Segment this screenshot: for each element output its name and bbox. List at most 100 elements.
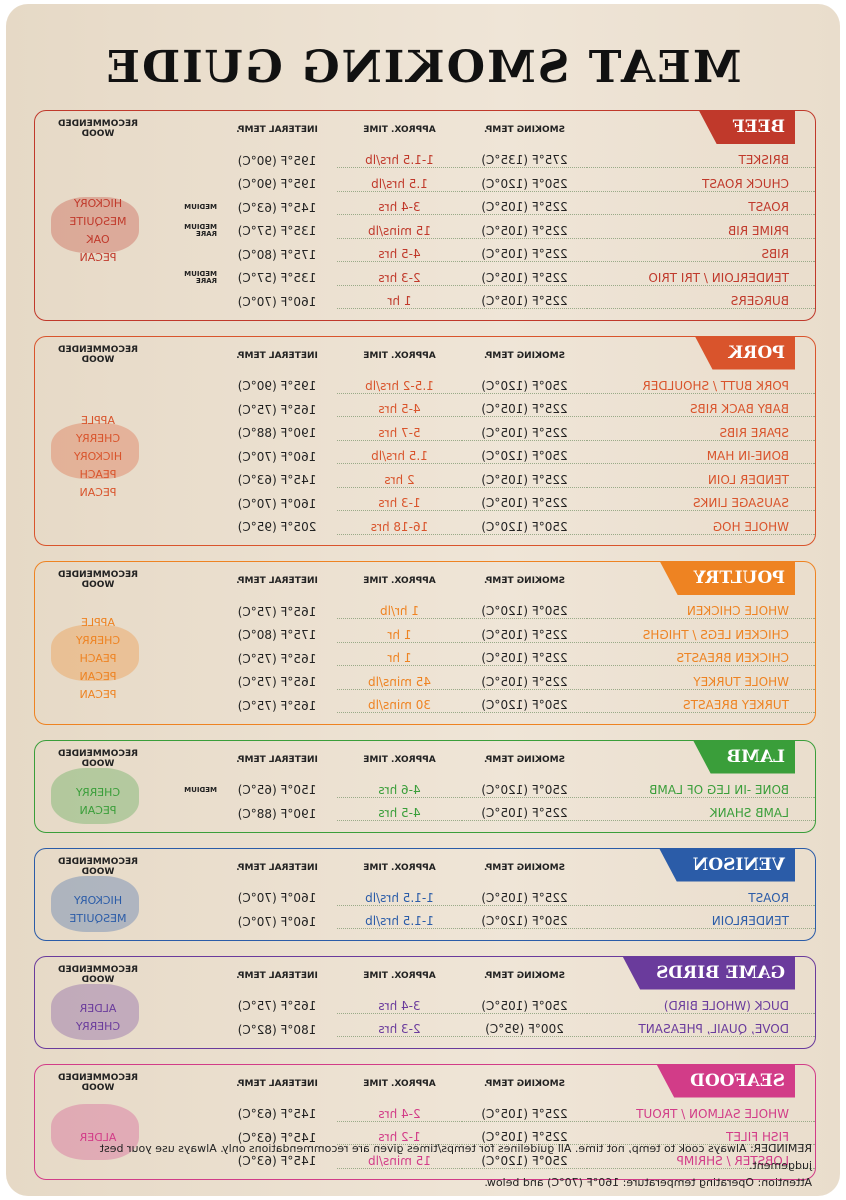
title: MEAT SMOKING GUIDE [104, 42, 742, 93]
smoking-temp: 250°F (120°C) [462, 449, 587, 465]
wood-name: CHERRY [75, 786, 121, 799]
smoking-temp: 225°F (105°C) [462, 247, 587, 263]
smoking-temp: 225°F (105°C) [462, 674, 587, 690]
wood-name: PECAN [79, 485, 117, 499]
header-internal: INETERAL TEMP. [236, 970, 318, 981]
wood-list: APPLE CHERRY HICKORY PEACH PECAN [41, 375, 155, 540]
header-smoke: SMOKING TEMP. [483, 576, 566, 586]
approx-time: 1-1.5 hrs/lb [337, 153, 462, 169]
section: POULTRY SMOKING TEMP. APPROX. TIME INETERAL… [34, 561, 816, 725]
approx-time: 1.5 hrs/lb [337, 449, 462, 465]
wood-header: RECOMMENDED WOOD [58, 748, 139, 769]
internal-temp: 150°F (65°C) [237, 783, 317, 798]
board: MEAT SMOKING GUIDE BEEF SMOKING TEMP. APPR… [6, 4, 840, 1196]
wood-header: RECOMMENDED WOOD [58, 119, 139, 139]
approx-time: 1 hr/lb [337, 604, 462, 620]
internal-temp: 165°F (75°C) [237, 675, 317, 690]
smoking-temp: 225°F (105°C) [462, 294, 587, 310]
meat-name: CHUCK ROAST [587, 176, 815, 192]
smoking-temp: 225°F (105°C) [462, 627, 587, 643]
smoking-temp: 250°F (120°C) [462, 378, 587, 394]
meat-name: WHOLE HOG [587, 519, 815, 535]
approx-time: 1.5 hrs/lb [337, 176, 462, 192]
meat-name: BRISKET [587, 153, 815, 169]
smoking-temp: 225°F (105°C) [462, 402, 587, 418]
wood-header: RECOMMENDED WOOD [58, 964, 139, 985]
section: GAME BIRDS SMOKING TEMP. APPROX. TIME INETE… [34, 955, 816, 1049]
header-time: APPROX. TIME [363, 1078, 436, 1089]
section-tab: LAMB [693, 740, 795, 774]
smoking-temp: 225°F (105°C) [462, 270, 587, 286]
internal-temp: 190°F (88°C) [237, 426, 317, 441]
doneness-note: MEDIUM [184, 785, 217, 794]
wood-name: MESQUITE [69, 912, 127, 925]
internal-temp: 165°F (75°C) [237, 698, 317, 713]
internal-temp: 175°F (80°C) [237, 628, 317, 643]
internal-temp: 160°F (70°C) [237, 914, 317, 929]
header-internal: INETERAL TEMP. [236, 1078, 318, 1089]
internal-temp: 145°F (63°C) [237, 200, 317, 215]
wood-name: CHERRY [75, 1020, 121, 1033]
smoking-temp: 200°F (95°C) [462, 1022, 587, 1038]
meat-name: TURKEY BREASTS [587, 698, 815, 714]
section: PORK SMOKING TEMP. APPROX. TIME INETERAL TE… [34, 335, 816, 546]
wood-name: APPLE [81, 413, 115, 427]
header-time: APPROX. TIME [363, 576, 436, 586]
section: LAMB SMOKING TEMP. APPROX. TIME INETERAL TE… [34, 739, 816, 833]
smoking-temp: 225°F (105°C) [462, 200, 587, 216]
header-internal: INETERAL TEMP. [236, 754, 318, 765]
wood-name: PECAN [79, 669, 117, 683]
approx-time: 2-4 hrs [337, 1106, 462, 1122]
internal-temp: 160°F (70°C) [237, 294, 317, 309]
wood-column: RECOMMENDED WOOD HICKORY MESQUITE OAK PECAN [35, 111, 155, 320]
approx-time: 2-3 hrs [337, 270, 462, 286]
meat-name: SAUSAGE LINKS [587, 496, 815, 512]
approx-time: 3-4 hrs [337, 200, 462, 216]
internal-temp: 165°F (75°C) [237, 999, 317, 1014]
header-smoke: SMOKING TEMP. [483, 754, 566, 765]
approx-time: 15 mins/lb [337, 223, 462, 239]
approx-time: 3-4 hrs [337, 998, 462, 1014]
header-internal: INETERAL TEMP. [236, 576, 318, 586]
internal-temp: 190°F (88°C) [237, 806, 317, 821]
doneness-note: MEDIUM RARE [184, 270, 217, 286]
approx-time: 1 hr [337, 627, 462, 643]
doneness-note: MEDIUM [184, 203, 217, 212]
approx-time: 1 hr [337, 294, 462, 310]
meat-name: WHOLE CHICKEN [587, 604, 815, 620]
wood-column: RECOMMENDED WOOD APPLE CHERRY PEACH PECAN PEC… [35, 562, 155, 724]
header-smoke: SMOKING TEMP. [483, 350, 566, 361]
wood-list: HICKORY MESQUITE [41, 887, 155, 934]
footer-line: Attention: Operating temperature: 160°F … [484, 1176, 812, 1189]
wood-name: PECAN [79, 687, 117, 701]
smoking-temp: 250°F (105°C) [462, 998, 587, 1014]
header-time: APPROX. TIME [363, 754, 436, 765]
smoking-temp: 250°F (120°C) [462, 604, 587, 620]
smoking-temp: 225°F (105°C) [462, 890, 587, 906]
approx-time: 1.5-2 hrs/lb [337, 378, 462, 394]
approx-time: 4-5 hrs [337, 806, 462, 822]
internal-temp: 195°F (90°C) [237, 177, 317, 192]
wood-name: OAK [86, 233, 110, 247]
smoking-temp: 250°F (120°C) [462, 782, 587, 798]
meat-name: DOVE, QUAIL, PHEASANT [587, 1022, 815, 1038]
smoking-temp: 250°F (120°C) [462, 914, 587, 930]
smoking-temp: 225°F (105°C) [462, 425, 587, 441]
internal-temp: 205°F (95°C) [237, 520, 317, 535]
internal-temp: 180°F (82°C) [237, 1022, 317, 1037]
header-time: APPROX. TIME [363, 350, 436, 361]
wood-column: RECOMMENDED WOOD ALDER CHERRY [35, 957, 155, 1048]
wood-name: MESQUITE [69, 215, 127, 229]
internal-temp: 195°F (90°C) [237, 379, 317, 394]
smoking-temp: 225°F (105°C) [462, 1106, 587, 1122]
section-tab: GAME BIRDS [622, 956, 795, 990]
approx-time: 1-3 hrs [337, 496, 462, 512]
wood-column: RECOMMENDED WOOD CHERRY PECAN [35, 741, 155, 832]
internal-temp: 165°F (75°C) [237, 402, 317, 417]
meat-name: TENDERLOIN [587, 914, 815, 930]
meat-name: ROAST [587, 890, 815, 906]
wood-name: PECAN [79, 251, 117, 265]
wood-column: RECOMMENDED WOOD APPLE CHERRY HICKORY PEACH P… [35, 337, 155, 546]
wood-header: RECOMMENDED WOOD [58, 344, 139, 365]
meat-name: CHICKEN LEGS / THIGHS [587, 627, 815, 643]
